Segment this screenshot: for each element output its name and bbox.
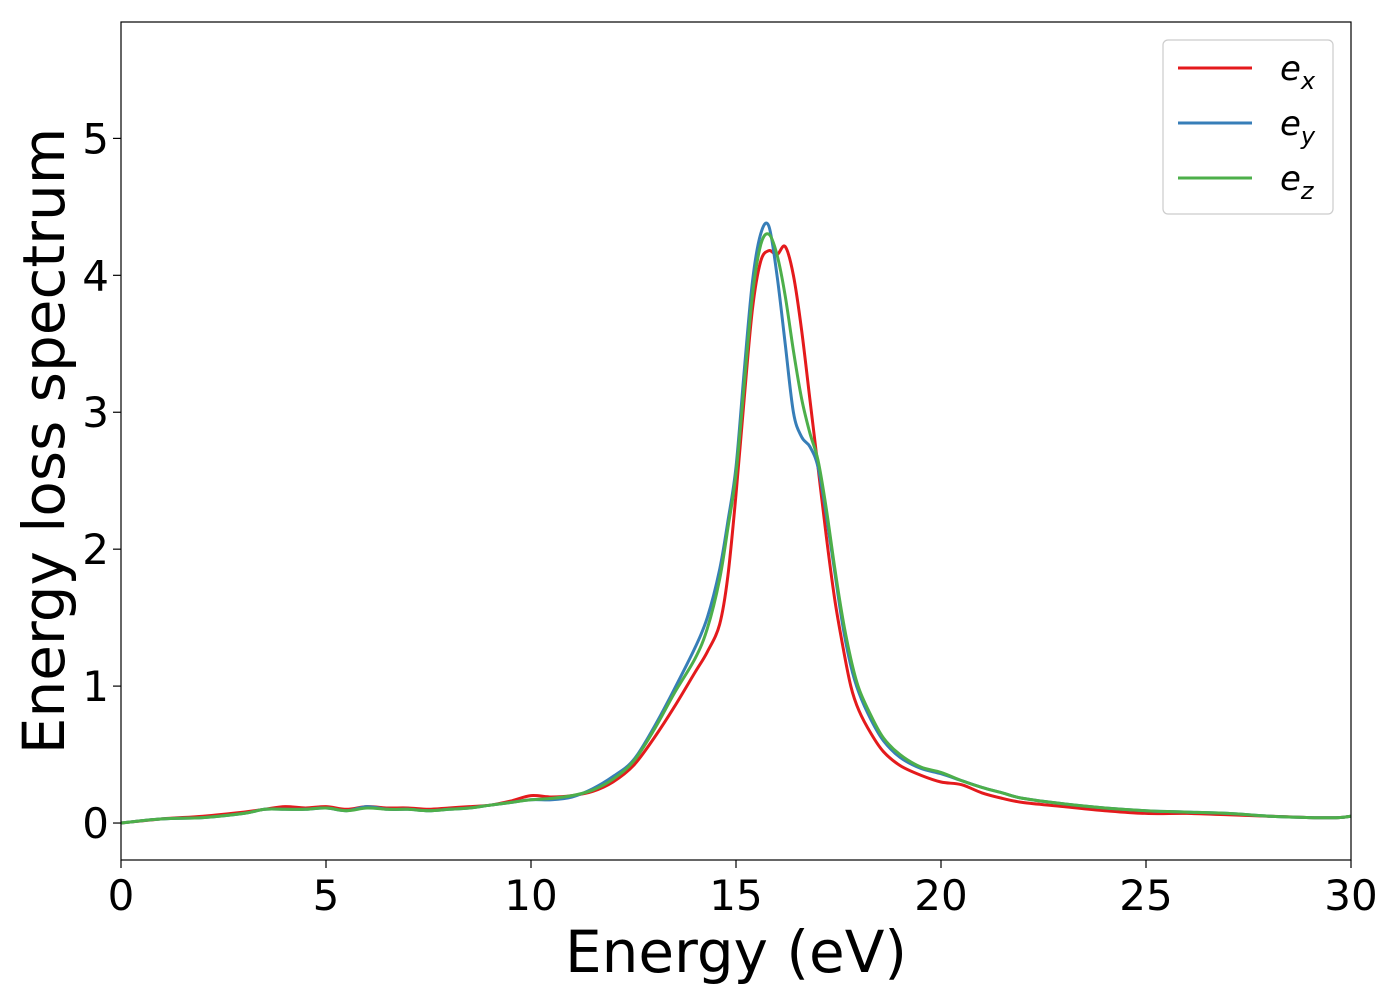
y-tick-label: 2 (82, 525, 109, 574)
x-tick-label: 10 (504, 871, 557, 920)
y-tick-label: 1 (82, 662, 109, 711)
legend-box (1162, 39, 1334, 215)
legend: ex ey ez (1162, 39, 1334, 215)
series-line-z (121, 232, 1351, 825)
y-tick-label: 3 (82, 388, 109, 437)
x-tick-label: 30 (1324, 871, 1377, 920)
y-tick-label: 0 (82, 799, 109, 848)
series-layer (121, 221, 1351, 825)
legend-label-x: ex (1280, 49, 1316, 95)
x-axis: 0 5 10 15 20 25 30 (108, 860, 1378, 920)
series-line-x (121, 244, 1351, 825)
series-line-y (121, 221, 1351, 825)
x-tick-label: 0 (108, 871, 135, 920)
x-tick-label: 15 (709, 871, 762, 920)
x-tick-label: 25 (1119, 871, 1172, 920)
x-axis-title: Energy (eV) (565, 918, 907, 986)
y-axis: 0 1 2 3 4 5 (82, 114, 121, 848)
x-tick-label: 5 (313, 871, 340, 920)
legend-label-y: ey (1280, 104, 1316, 150)
y-tick-label: 5 (82, 114, 109, 163)
y-tick-label: 4 (82, 251, 109, 300)
x-tick-label: 20 (914, 871, 967, 920)
y-axis-title: Energy loss spectrum (10, 128, 78, 754)
legend-label-z: ez (1280, 159, 1315, 205)
